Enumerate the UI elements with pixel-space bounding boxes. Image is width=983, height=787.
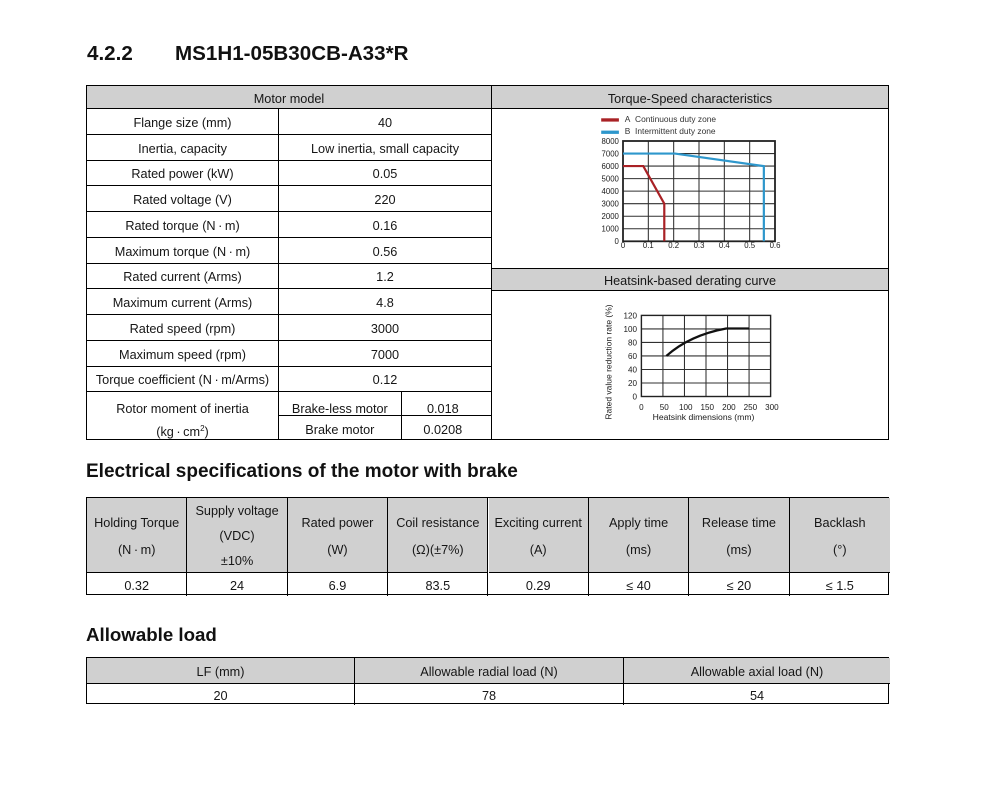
svg-text:0.3: 0.3 xyxy=(694,241,705,250)
svg-text:80: 80 xyxy=(628,338,638,347)
svg-text:0.6: 0.6 xyxy=(770,241,781,250)
svg-text:300: 300 xyxy=(765,403,779,412)
svg-text:0: 0 xyxy=(639,403,644,412)
svg-text:6000: 6000 xyxy=(602,162,620,171)
svg-text:3000: 3000 xyxy=(602,200,620,209)
svg-text:0: 0 xyxy=(615,237,620,246)
svg-text:0: 0 xyxy=(621,241,626,250)
svg-text:200: 200 xyxy=(722,403,736,412)
svg-text:0.2: 0.2 xyxy=(668,241,679,250)
svg-text:A Continuous duty zone: A Continuous duty zone xyxy=(625,114,717,124)
svg-text:B Intermittent duty zone: B Intermittent duty zone xyxy=(625,126,716,136)
svg-text:120: 120 xyxy=(623,311,637,320)
svg-text:0.4: 0.4 xyxy=(719,241,731,250)
svg-text:8000: 8000 xyxy=(602,137,620,146)
svg-text:0.5: 0.5 xyxy=(744,241,756,250)
svg-text:150: 150 xyxy=(701,403,715,412)
svg-text:Heatsink dimensions (mm): Heatsink dimensions (mm) xyxy=(653,412,755,422)
svg-text:1000: 1000 xyxy=(602,225,620,234)
svg-text:0.1: 0.1 xyxy=(643,241,654,250)
svg-text:2000: 2000 xyxy=(602,212,620,221)
svg-text:100: 100 xyxy=(679,403,693,412)
svg-text:100: 100 xyxy=(623,324,637,333)
svg-text:250: 250 xyxy=(744,403,758,412)
svg-text:0: 0 xyxy=(632,392,637,401)
svg-text:20: 20 xyxy=(628,378,638,387)
svg-text:7000: 7000 xyxy=(602,149,620,158)
svg-text:50: 50 xyxy=(660,403,670,412)
svg-text:5000: 5000 xyxy=(602,175,620,184)
svg-text:4000: 4000 xyxy=(602,187,620,196)
svg-text:60: 60 xyxy=(628,351,638,360)
svg-text:Rated value reduction rate (%): Rated value reduction rate (%) xyxy=(604,304,614,419)
svg-text:40: 40 xyxy=(628,365,638,374)
